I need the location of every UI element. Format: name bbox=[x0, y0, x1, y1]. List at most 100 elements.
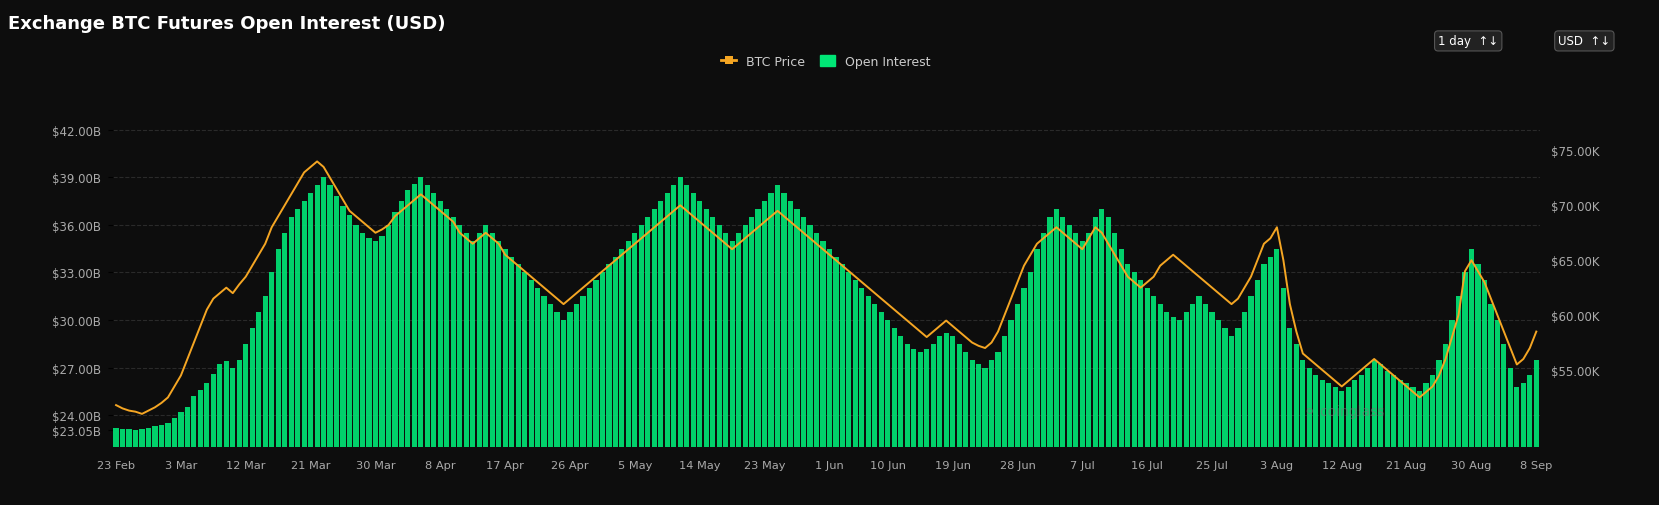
Bar bbox=[262, 296, 267, 505]
Bar bbox=[1080, 241, 1085, 505]
Bar bbox=[541, 296, 547, 505]
Bar bbox=[1515, 387, 1520, 505]
Bar bbox=[846, 273, 851, 505]
Bar bbox=[1501, 344, 1506, 505]
Bar bbox=[944, 333, 949, 505]
Bar bbox=[833, 257, 838, 505]
Bar bbox=[1196, 296, 1201, 505]
Bar bbox=[289, 218, 294, 505]
Bar bbox=[373, 241, 378, 505]
Bar bbox=[1365, 368, 1370, 505]
Bar bbox=[1087, 233, 1092, 505]
Bar bbox=[333, 197, 338, 505]
Bar bbox=[937, 336, 942, 505]
Bar bbox=[1345, 387, 1350, 505]
Bar bbox=[1100, 210, 1105, 505]
Bar bbox=[1223, 328, 1228, 505]
Bar bbox=[866, 296, 871, 505]
Bar bbox=[737, 233, 742, 505]
Bar bbox=[690, 194, 695, 505]
Bar bbox=[975, 365, 980, 505]
Bar bbox=[879, 313, 884, 505]
Bar bbox=[826, 249, 833, 505]
Bar bbox=[931, 344, 936, 505]
Bar bbox=[166, 423, 171, 505]
Bar bbox=[659, 201, 664, 505]
Bar bbox=[469, 241, 476, 505]
Bar bbox=[904, 344, 909, 505]
Bar bbox=[1029, 273, 1034, 505]
Bar bbox=[561, 320, 566, 505]
Bar bbox=[483, 225, 488, 505]
Bar bbox=[1060, 218, 1065, 505]
Bar bbox=[516, 265, 521, 505]
Bar bbox=[1397, 380, 1404, 505]
Bar bbox=[126, 430, 131, 505]
Bar bbox=[204, 384, 209, 505]
Bar bbox=[269, 273, 274, 505]
Bar bbox=[761, 201, 766, 505]
Bar bbox=[1236, 328, 1241, 505]
Bar bbox=[1294, 344, 1299, 505]
Bar bbox=[340, 207, 345, 505]
Bar bbox=[891, 328, 898, 505]
Bar bbox=[632, 233, 637, 505]
Bar bbox=[1067, 225, 1072, 505]
Bar bbox=[392, 213, 398, 505]
Bar bbox=[1281, 289, 1286, 505]
Bar bbox=[594, 281, 599, 505]
Bar bbox=[217, 365, 222, 505]
Bar bbox=[1332, 387, 1337, 505]
Bar bbox=[451, 218, 456, 505]
Bar bbox=[911, 349, 916, 505]
Bar bbox=[703, 210, 708, 505]
Bar bbox=[275, 249, 280, 505]
Bar bbox=[1462, 273, 1468, 505]
Bar bbox=[820, 241, 826, 505]
Bar bbox=[672, 186, 677, 505]
Bar bbox=[730, 241, 735, 505]
Bar bbox=[1267, 257, 1272, 505]
Bar bbox=[463, 233, 469, 505]
Bar bbox=[211, 374, 216, 505]
Bar bbox=[684, 186, 690, 505]
Bar bbox=[1352, 380, 1357, 505]
Bar bbox=[567, 313, 572, 505]
Bar bbox=[146, 428, 151, 505]
Text: USD  ↑↓: USD ↑↓ bbox=[1558, 35, 1611, 48]
Bar bbox=[873, 305, 878, 505]
Bar bbox=[1022, 289, 1027, 505]
Bar bbox=[859, 289, 864, 505]
Bar bbox=[367, 238, 372, 505]
Bar bbox=[989, 360, 994, 505]
Bar bbox=[197, 390, 202, 505]
Bar bbox=[255, 313, 262, 505]
Bar bbox=[1073, 233, 1078, 505]
Bar bbox=[1528, 376, 1533, 505]
Text: 1 day  ↑↓: 1 day ↑↓ bbox=[1438, 35, 1498, 48]
Bar bbox=[808, 225, 813, 505]
Bar bbox=[224, 362, 229, 505]
Bar bbox=[1131, 273, 1136, 505]
Bar bbox=[1125, 265, 1130, 505]
Bar bbox=[1118, 249, 1123, 505]
Bar bbox=[1183, 313, 1190, 505]
Bar bbox=[1287, 328, 1292, 505]
Bar bbox=[1034, 249, 1040, 505]
Bar bbox=[1105, 218, 1112, 505]
Bar bbox=[458, 225, 463, 505]
Bar bbox=[748, 218, 755, 505]
Bar bbox=[425, 186, 430, 505]
Bar bbox=[380, 236, 385, 505]
Text: ⚪ coinglass: ⚪ coinglass bbox=[1304, 405, 1385, 419]
Bar bbox=[723, 233, 728, 505]
Bar bbox=[347, 216, 352, 505]
Bar bbox=[547, 305, 552, 505]
Bar bbox=[788, 201, 793, 505]
Bar bbox=[710, 218, 715, 505]
Bar bbox=[302, 201, 307, 505]
Bar bbox=[1209, 313, 1214, 505]
Bar bbox=[601, 273, 606, 505]
Bar bbox=[282, 233, 287, 505]
Bar bbox=[178, 412, 184, 505]
